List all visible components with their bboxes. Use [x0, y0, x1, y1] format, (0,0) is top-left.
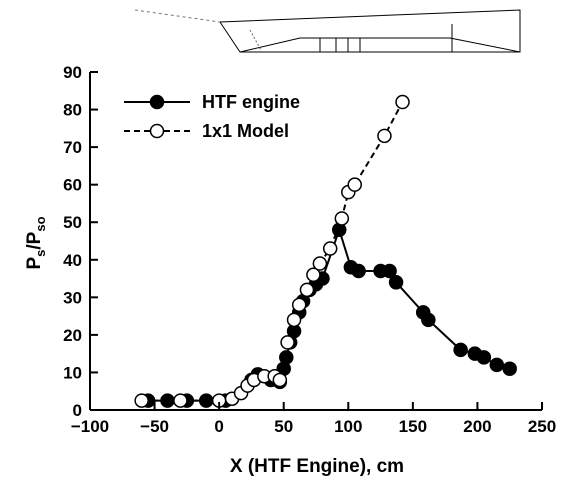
- model-point: [280, 335, 295, 350]
- model-point: [395, 94, 410, 110]
- y-axis-label: Ps/Pso: [24, 216, 48, 269]
- legend-label: HTF engine: [202, 92, 300, 112]
- x-tick-label: 50: [274, 417, 293, 436]
- model-point: [272, 372, 288, 388]
- y-tick-label: 0: [73, 401, 82, 420]
- model-point: [377, 128, 392, 144]
- x-tick-label: 250: [528, 417, 556, 436]
- model-point: [347, 177, 362, 192]
- y-tick-label: 40: [63, 251, 82, 270]
- x-tick-label: −50: [140, 417, 169, 436]
- htf-engine-point: [160, 393, 175, 408]
- htf-engine-point: [502, 361, 517, 376]
- x-tick-label: 0: [214, 417, 223, 436]
- htf-engine-point: [198, 393, 214, 408]
- legend-marker: [149, 123, 165, 139]
- model-point: [134, 393, 149, 408]
- model-point: [286, 312, 302, 328]
- x-axis-label: X (HTF Engine), cm: [230, 456, 404, 477]
- y-tick-label: 80: [63, 101, 82, 120]
- model-point: [299, 282, 315, 298]
- x-tick-label: 200: [463, 417, 491, 436]
- model-point: [322, 241, 338, 256]
- legend-label: 1x1 Model: [202, 121, 289, 141]
- y-tick-label: 60: [63, 176, 82, 195]
- y-tick-label: 20: [63, 326, 82, 345]
- model-point: [291, 297, 307, 313]
- x-tick-label: −100: [71, 417, 109, 436]
- legend: HTF engine 1x1 Model: [124, 92, 300, 141]
- htf-engine-point: [351, 263, 366, 279]
- htf-engine-point: [382, 263, 397, 279]
- model-point: [334, 211, 350, 226]
- htf-engine-point: [489, 357, 505, 373]
- htf-engine-point: [453, 342, 468, 358]
- y-tick-label: 50: [63, 213, 82, 232]
- y-tick-label: 70: [63, 138, 82, 157]
- model-point: [306, 267, 321, 283]
- htf-engine-point: [279, 350, 294, 365]
- series-line-2: [141, 101, 404, 402]
- model-point: [312, 256, 328, 271]
- htf-engine-point: [388, 275, 404, 290]
- x-tick-label: 150: [399, 417, 427, 436]
- model-point: [173, 393, 188, 408]
- engine-schematic: [134, 9, 521, 53]
- x-tick-label: 100: [334, 417, 362, 436]
- htf-engine-point: [476, 350, 492, 365]
- y-tick-label: 90: [63, 63, 82, 82]
- htf-engine-point: [421, 312, 436, 328]
- y-tick-label: 30: [63, 288, 82, 307]
- legend-marker: [149, 94, 165, 110]
- y-tick-label: 10: [63, 363, 82, 382]
